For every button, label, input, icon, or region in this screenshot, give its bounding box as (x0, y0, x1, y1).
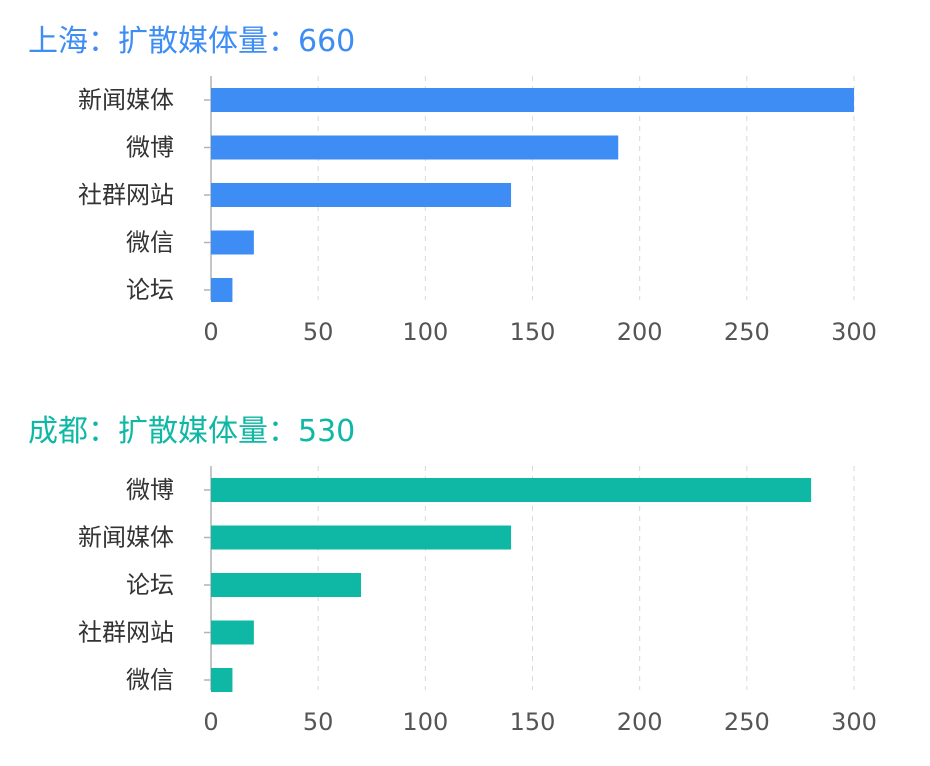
category-label: 微博 (126, 476, 174, 504)
category-label: 社群网站 (78, 619, 174, 647)
bar-新闻媒体 (211, 525, 512, 550)
x-tick-label: 300 (831, 708, 877, 736)
x-tick-label: 250 (724, 708, 770, 736)
x-tick-label: 0 (203, 708, 218, 736)
bar-论坛 (211, 278, 233, 302)
bar-社群网站 (211, 620, 254, 645)
category-label: 微博 (126, 134, 174, 162)
category-label: 论坛 (126, 571, 174, 599)
x-tick-label: 50 (303, 708, 334, 736)
bar-微信 (211, 230, 254, 255)
x-tick-label: 50 (303, 318, 334, 346)
chart-panel-shanghai: 上海：扩散媒体量：660 新闻媒体微博社群网站微信论坛 0 50 100 150 200 2… (0, 0, 930, 376)
x-tick-label: 100 (402, 318, 448, 346)
x-tick-label: 100 (402, 708, 448, 736)
category-label: 微信 (126, 229, 174, 257)
x-tick-label: 0 (203, 318, 218, 346)
chart-title: 成都：扩散媒体量：530 (28, 414, 356, 449)
bar-新闻媒体 (211, 88, 854, 112)
bar-社群网站 (211, 183, 512, 207)
x-tick-label: 200 (617, 708, 663, 736)
chart-panel-chengdu: 成都：扩散媒体量：530 微博新闻媒体论坛社群网站微信 0 50 100 150 200 2… (0, 390, 930, 766)
bar-微博 (211, 478, 812, 502)
category-label: 微信 (126, 666, 174, 694)
bar-论坛 (211, 573, 362, 597)
x-tick-label: 200 (617, 318, 663, 346)
bar-微信 (211, 668, 233, 692)
category-label: 论坛 (126, 276, 174, 304)
category-label: 社群网站 (78, 181, 174, 209)
x-tick-label: 150 (510, 708, 556, 736)
bar-微博 (211, 135, 619, 160)
chart-title: 上海：扩散媒体量：660 (28, 24, 356, 59)
category-label: 新闻媒体 (78, 524, 174, 552)
x-tick-label: 150 (510, 318, 556, 346)
x-tick-label: 250 (724, 318, 770, 346)
category-label: 新闻媒体 (78, 86, 174, 114)
x-tick-label: 300 (831, 318, 877, 346)
